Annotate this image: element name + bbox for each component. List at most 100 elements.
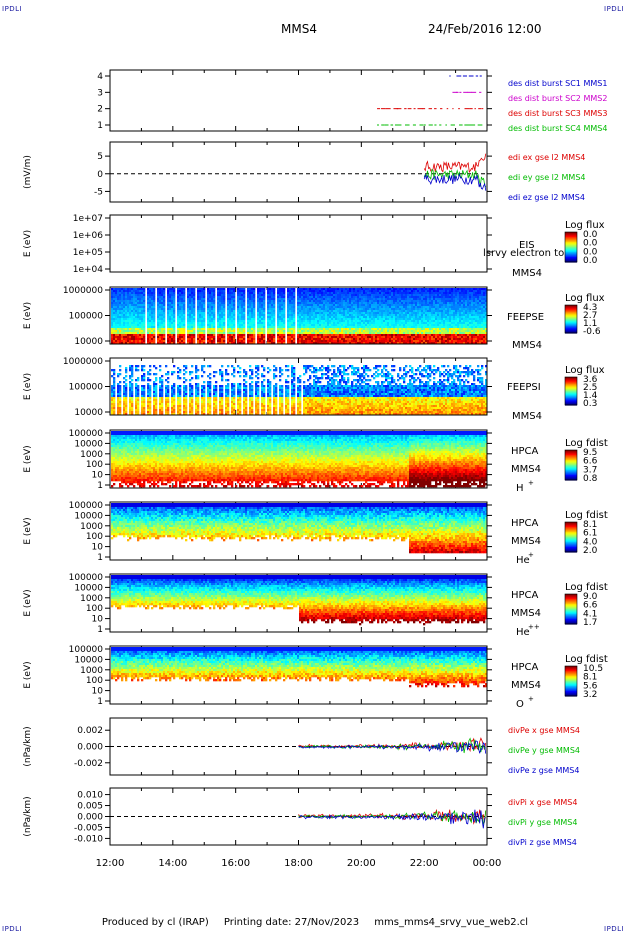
heatmap-cell [113,326,115,328]
heatmap-cell [141,318,143,320]
heatmap-cell [123,334,125,336]
heatmap-cell [297,340,299,342]
heatmap-cell [299,306,301,308]
heatmap-cell [289,290,291,292]
heatmap-cell [169,294,171,296]
heatmap-cell [231,338,233,340]
heatmap-cell [293,338,295,340]
heatmap-cell [281,306,283,308]
heatmap-cell [241,316,243,318]
heatmap-cell [219,320,221,322]
heatmap-cell [135,304,137,306]
y-tick-label: 1000000 [63,286,103,296]
heatmap-cell [217,336,219,338]
heatmap-cell [241,326,243,328]
heatmap-cell [127,308,129,310]
heatmap-cell [179,296,181,298]
heatmap-cell [173,334,175,336]
heatmap-cell [141,326,143,328]
heatmap-cell [147,318,149,320]
heatmap-cell [125,308,127,310]
heatmap-cell [253,340,255,342]
heatmap-cell [297,328,299,330]
heatmap-cell [269,314,271,316]
heatmap-cell [273,312,275,314]
heatmap-cell [127,324,129,326]
heatmap-cell [253,324,255,326]
heatmap-cell [293,294,295,296]
heatmap-cell [173,304,175,306]
heatmap-cell [131,326,133,328]
heatmap-cell [291,324,293,326]
heatmap-cell [253,304,255,306]
heatmap-cell [263,292,265,294]
heatmap-cell [173,292,175,294]
heatmap-cell [239,330,241,332]
heatmap-cell [111,330,113,332]
heatmap-cell [207,326,209,328]
heatmap-cell [121,330,123,332]
heatmap-cell [161,294,163,296]
heatmap-cell [279,334,281,336]
heatmap-cell [233,336,235,338]
heatmap-cell [151,318,153,320]
heatmap-cell [139,334,141,336]
heatmap-cell [237,308,239,310]
heatmap-cell [261,306,263,308]
heatmap-cell [227,330,229,332]
heatmap-cell [289,312,291,314]
heatmap-cell [307,332,309,334]
heatmap-cell [153,330,155,332]
heatmap-cell [237,334,239,336]
heatmap-cell [281,308,283,310]
heatmap-cell [221,302,223,304]
heatmap-cell [273,340,275,342]
heatmap-cell [197,304,199,306]
heatmap-cell [263,332,265,334]
heatmap-cell [237,312,239,314]
heatmap-cell [243,318,245,320]
heatmap-cell [303,328,305,330]
heatmap-cell [273,306,275,308]
heatmap-cell [221,312,223,314]
heatmap-cell [177,294,179,296]
heatmap-cell [197,306,199,308]
heatmap-cell [271,300,273,302]
heatmap-cell [271,336,273,338]
heatmap-cell [253,322,255,324]
heatmap-cell [151,316,153,318]
heatmap-cell [297,292,299,294]
heatmap-cell [201,304,203,306]
heatmap-cell [157,314,159,316]
y-axis-label: (mV/m) [23,155,33,189]
heatmap-cell [171,314,173,316]
heatmap-cell [237,306,239,308]
heatmap-cell [219,336,221,338]
heatmap-cell [121,338,123,340]
heatmap-cell [157,322,159,324]
heatmap-cell [157,300,159,302]
heatmap-cell [283,296,285,298]
y-tick-label: 1e+06 [73,231,104,241]
heatmap-cell [307,308,309,310]
heatmap-cell [181,294,183,296]
heatmap-cell [287,296,289,298]
heatmap-cell [227,298,229,300]
heatmap-cell [143,326,145,328]
heatmap-cell [289,340,291,342]
heatmap-cell [303,336,305,338]
heatmap-cell [313,298,315,300]
heatmap-cell [287,300,289,302]
heatmap-cell [123,316,125,318]
heatmap-cell [223,288,225,290]
heatmap-cell [283,300,285,302]
heatmap-cell [269,334,271,336]
heatmap-cell [209,304,211,306]
heatmap-cell [231,334,233,336]
heatmap-cell [307,298,309,300]
heatmap-cell [183,290,185,292]
heatmap-cell [229,328,231,330]
heatmap-cell [153,294,155,296]
heatmap-cell [305,296,307,298]
heatmap-cell [267,298,269,300]
